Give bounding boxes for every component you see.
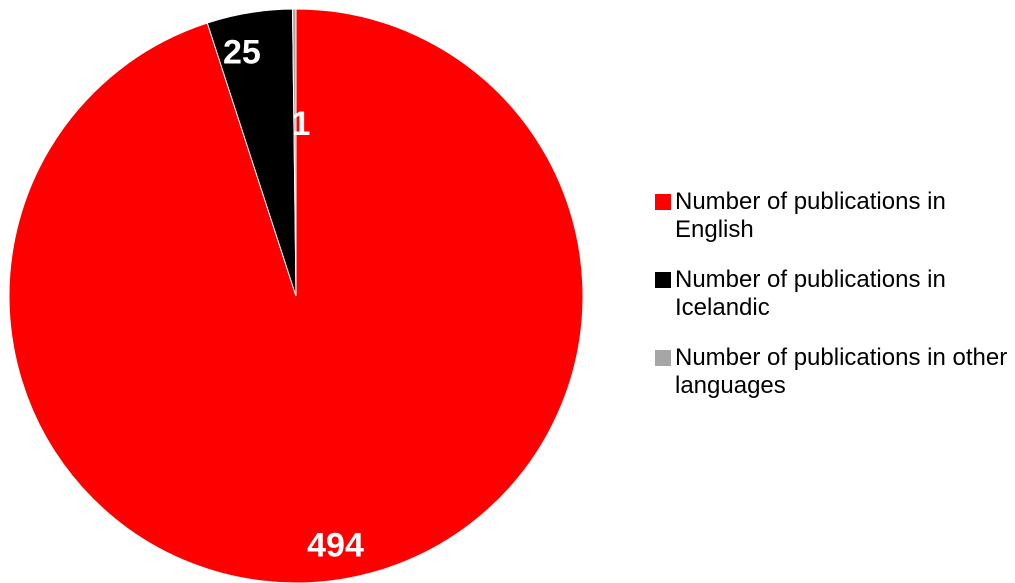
pie-slice-other — [292, 8, 297, 297]
pie-chart: 494 25 1 — [8, 8, 584, 583]
legend-swatch-icelandic — [655, 272, 671, 288]
legend-item-english: Number of publications in English — [655, 188, 1010, 244]
legend-item-icelandic: Number of publications in Icelandic — [655, 266, 1010, 322]
legend-swatch-other — [655, 350, 671, 366]
legend-label-icelandic: Number of publications in Icelandic — [675, 266, 946, 321]
data-label-english: 494 — [307, 526, 364, 564]
legend-label-other: Number of publications in other language… — [675, 344, 1008, 399]
legend-item-other: Number of publications in other language… — [655, 344, 1010, 400]
legend-swatch-english — [655, 194, 671, 210]
data-label-other: 1 — [291, 105, 310, 143]
legend: Number of publications in English Number… — [655, 188, 1010, 422]
legend-label-english: Number of publications in English — [675, 188, 946, 243]
data-label-icelandic: 25 — [223, 33, 261, 71]
